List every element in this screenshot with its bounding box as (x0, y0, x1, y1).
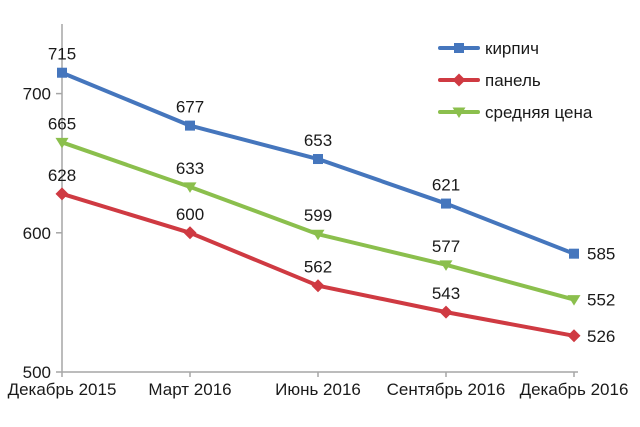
series-marker-2 (55, 137, 69, 149)
series-marker-1 (567, 329, 581, 343)
series-marker-2 (183, 182, 197, 193)
series-0: 715 677 653 621 585 (48, 45, 616, 264)
x-category-label: Декабрь 2015 (8, 380, 117, 399)
data-label: 552 (587, 291, 615, 310)
series-marker-2 (439, 260, 453, 271)
series-marker-1 (55, 187, 69, 201)
y-tick-label: 500 (23, 363, 51, 382)
series-2: 665 633 599 577 552 (48, 114, 616, 309)
data-label: 562 (304, 258, 332, 277)
series-marker-0 (313, 154, 323, 165)
data-label: 677 (176, 98, 204, 117)
series-marker-0 (57, 67, 67, 78)
series-marker-0 (441, 198, 451, 209)
data-label: 628 (48, 166, 76, 185)
data-label: 665 (48, 114, 76, 133)
legend-item: кирпич (438, 39, 539, 58)
series-marker-2 (567, 295, 581, 306)
legend-marker-diamond (452, 73, 466, 87)
x-category-label: Сентябрь 2016 (387, 380, 506, 399)
legend-item: средняя цена (438, 103, 593, 122)
data-label: 526 (587, 327, 615, 346)
data-label: 577 (432, 237, 460, 256)
y-tick-label: 600 (23, 224, 51, 243)
legend-label: панель (485, 71, 541, 90)
legend-marker-triangle-down (452, 107, 466, 118)
series-marker-1 (439, 305, 453, 319)
data-label: 585 (587, 245, 615, 264)
y-tick-label: 700 (23, 85, 51, 104)
series-marker-2 (311, 229, 325, 241)
x-category-label: Июнь 2016 (275, 380, 361, 399)
axes: 500 600 700 Декабрь 2015 Март 2016 Июнь 2016 С… (8, 24, 629, 399)
series-marker-0 (569, 248, 579, 259)
series-marker-1 (311, 279, 325, 293)
series-1: 628 600 562 543 526 (48, 166, 616, 346)
data-label: 599 (304, 206, 332, 225)
data-label: 715 (48, 45, 76, 64)
data-label: 653 (304, 131, 332, 150)
data-label: 633 (176, 159, 204, 178)
data-label: 621 (432, 176, 460, 195)
legend-marker-square (454, 43, 464, 53)
legend-item: панель (438, 71, 541, 90)
data-label: 600 (176, 205, 204, 224)
legend-label: кирпич (485, 39, 539, 58)
x-category-label: Декабрь 2016 (520, 380, 629, 399)
legend-label: средняя цена (485, 103, 593, 122)
x-category-label: Март 2016 (148, 380, 231, 399)
data-label: 543 (432, 284, 460, 303)
legend: кирпич панель средняя цена (438, 39, 593, 122)
series-marker-0 (185, 120, 195, 131)
series-marker-1 (183, 226, 197, 240)
